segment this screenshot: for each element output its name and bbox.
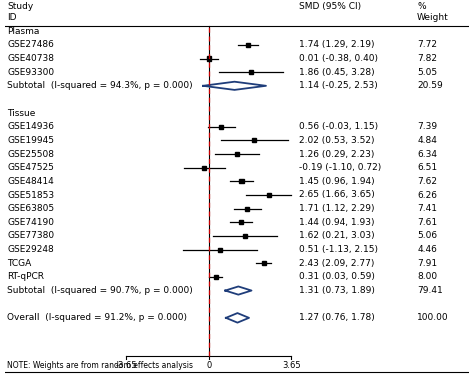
Text: TCGA: TCGA [7,259,31,268]
Text: 1.74 (1.29, 2.19): 1.74 (1.29, 2.19) [299,40,375,50]
Text: GSE14936: GSE14936 [7,122,54,131]
Text: Subtotal  (I-squared = 94.3%, p = 0.000): Subtotal (I-squared = 94.3%, p = 0.000) [7,81,192,90]
Text: 8.00: 8.00 [417,272,438,282]
Text: Weight: Weight [417,12,449,22]
Text: GSE19945: GSE19945 [7,136,54,145]
Text: 0.51 (-1.13, 2.15): 0.51 (-1.13, 2.15) [299,245,378,254]
Text: GSE29248: GSE29248 [7,245,54,254]
Text: 1.44 (0.94, 1.93): 1.44 (0.94, 1.93) [299,218,375,227]
Text: 7.61: 7.61 [417,218,438,227]
Bar [218,248,222,252]
Bar [219,125,223,129]
Polygon shape [225,286,252,295]
Text: Subtotal  (I-squared = 90.7%, p = 0.000): Subtotal (I-squared = 90.7%, p = 0.000) [7,286,193,295]
Text: GSE48414: GSE48414 [7,177,54,186]
Bar [243,234,247,238]
Text: GSE93300: GSE93300 [7,67,54,77]
Bar [246,207,249,211]
Text: 5.06: 5.06 [417,231,438,241]
Bar [239,179,244,183]
Text: 0.31 (0.03, 0.59): 0.31 (0.03, 0.59) [299,272,375,282]
Text: %: % [417,2,426,11]
Text: 6.26: 6.26 [417,190,437,200]
Text: 5.05: 5.05 [417,67,438,77]
Text: 1.14 (-0.25, 2.53): 1.14 (-0.25, 2.53) [299,81,378,90]
Bar [253,138,256,142]
Text: 1.26 (0.29, 2.23): 1.26 (0.29, 2.23) [299,149,374,159]
Bar [246,43,250,47]
Text: 0.01 (-0.38, 0.40): 0.01 (-0.38, 0.40) [299,54,378,63]
Text: 1.45 (0.96, 1.94): 1.45 (0.96, 1.94) [299,177,375,186]
Text: GSE63805: GSE63805 [7,204,54,213]
Text: 6.51: 6.51 [417,163,438,172]
Text: 20.59: 20.59 [417,81,443,90]
Text: 3.65: 3.65 [282,361,301,370]
Text: GSE74190: GSE74190 [7,218,54,227]
Text: SMD (95% CI): SMD (95% CI) [299,2,362,11]
Text: 0: 0 [206,361,211,370]
Polygon shape [226,313,249,323]
Text: 7.91: 7.91 [417,259,438,268]
Text: 100.00: 100.00 [417,313,449,323]
Text: GSE40738: GSE40738 [7,54,54,63]
Bar [202,166,206,170]
Text: Overall  (I-squared = 91.2%, p = 0.000): Overall (I-squared = 91.2%, p = 0.000) [7,313,187,323]
Text: NOTE: Weights are from random effects analysis: NOTE: Weights are from random effects an… [7,361,193,370]
Text: 7.72: 7.72 [417,40,437,50]
Text: 1.27 (0.76, 1.78): 1.27 (0.76, 1.78) [299,313,375,323]
Text: 7.62: 7.62 [417,177,437,186]
Text: 2.43 (2.09, 2.77): 2.43 (2.09, 2.77) [299,259,374,268]
Text: 1.62 (0.21, 3.03): 1.62 (0.21, 3.03) [299,231,375,241]
Text: -3.65: -3.65 [115,361,137,370]
Bar [249,70,253,74]
Polygon shape [203,82,266,90]
Text: GSE77380: GSE77380 [7,231,54,241]
Text: 1.31 (0.73, 1.89): 1.31 (0.73, 1.89) [299,286,375,295]
Text: 7.39: 7.39 [417,122,438,131]
Text: GSE27486: GSE27486 [7,40,54,50]
Text: 7.41: 7.41 [417,204,437,213]
Text: 2.02 (0.53, 3.52): 2.02 (0.53, 3.52) [299,136,375,145]
Bar [235,152,239,156]
Text: RT-qPCR: RT-qPCR [7,272,44,282]
Bar [267,193,271,197]
Text: -0.19 (-1.10, 0.72): -0.19 (-1.10, 0.72) [299,163,382,172]
Text: 79.41: 79.41 [417,286,443,295]
Text: 7.82: 7.82 [417,54,437,63]
Text: ID: ID [7,12,17,22]
Bar [262,261,266,265]
Text: 4.46: 4.46 [417,245,437,254]
Text: 1.71 (1.12, 2.29): 1.71 (1.12, 2.29) [299,204,375,213]
Text: 6.34: 6.34 [417,149,437,159]
Text: Tissue: Tissue [7,108,36,118]
Text: Study: Study [7,2,33,11]
Text: 2.65 (1.66, 3.65): 2.65 (1.66, 3.65) [299,190,375,200]
Text: 1.86 (0.45, 3.28): 1.86 (0.45, 3.28) [299,67,375,77]
Text: GSE25508: GSE25508 [7,149,54,159]
Text: Plasma: Plasma [7,27,39,36]
Bar [207,57,211,60]
Text: GSE47525: GSE47525 [7,163,54,172]
Text: 4.84: 4.84 [417,136,437,145]
Text: 0.56 (-0.03, 1.15): 0.56 (-0.03, 1.15) [299,122,378,131]
Bar [214,275,218,279]
Text: GSE51853: GSE51853 [7,190,54,200]
Bar [239,220,243,224]
